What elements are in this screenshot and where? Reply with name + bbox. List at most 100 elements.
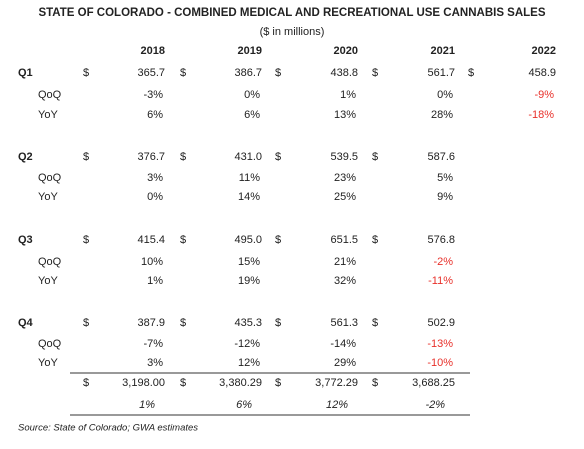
- sales-value: 539.5: [330, 151, 358, 163]
- sales-value: 458.9: [528, 67, 556, 79]
- currency: $: [372, 317, 378, 329]
- total-growth: 1%: [139, 399, 155, 411]
- total-growth: 12%: [326, 399, 348, 411]
- sales-value: 561.3: [330, 317, 358, 329]
- quarter-label: Q1: [18, 67, 33, 79]
- qoq-value: 21%: [334, 256, 356, 268]
- qoq-value: 3%: [147, 172, 163, 184]
- quarter-label: Q3: [18, 234, 33, 246]
- sales-value: 438.8: [330, 67, 358, 79]
- yoy-value: 13%: [334, 109, 356, 121]
- qoq-value: -3%: [143, 89, 163, 101]
- sales-value: 376.7: [137, 151, 165, 163]
- currency: $: [83, 234, 89, 246]
- qoq-value: 11%: [239, 172, 260, 184]
- yoy-label: YoY: [38, 109, 58, 121]
- title: STATE OF COLORADO - COMBINED MEDICAL AND…: [38, 7, 545, 19]
- yoy-value: 32%: [334, 275, 356, 287]
- total-value: 3,772.29: [315, 377, 358, 389]
- yoy-label: YoY: [38, 275, 58, 287]
- qoq-value: 0%: [244, 89, 260, 101]
- qoq-value: -9%: [534, 89, 554, 101]
- qoq-value: 5%: [437, 172, 453, 184]
- total-value: 3,198.00: [122, 377, 165, 389]
- yoy-label: YoY: [38, 357, 58, 369]
- yoy-value: 12%: [238, 357, 260, 369]
- yoy-value: 9%: [437, 191, 453, 203]
- column-header: 2022: [532, 45, 556, 57]
- qoq-label: QoQ: [38, 89, 62, 101]
- currency: $: [180, 377, 186, 389]
- column-header: 2019: [238, 45, 262, 57]
- yoy-value: 14%: [238, 191, 260, 203]
- qoq-label: QoQ: [38, 338, 62, 350]
- sales-value: 387.9: [137, 317, 165, 329]
- yoy-value: 29%: [334, 357, 356, 369]
- qoq-value: 15%: [238, 256, 260, 268]
- yoy-value: 6%: [147, 109, 163, 121]
- column-header: 2020: [334, 45, 358, 57]
- currency: $: [372, 377, 378, 389]
- qoq-value: 23%: [334, 172, 356, 184]
- yoy-value: 19%: [238, 275, 260, 287]
- qoq-value: -7%: [143, 338, 163, 350]
- currency: $: [83, 377, 89, 389]
- column-header: 2021: [431, 45, 455, 57]
- yoy-value: -10%: [427, 357, 453, 369]
- qoq-value: -12%: [234, 338, 260, 350]
- currency: $: [372, 67, 378, 79]
- sales-value: 495.0: [234, 234, 262, 246]
- sales-value: 651.5: [330, 234, 358, 246]
- currency: $: [275, 234, 281, 246]
- qoq-value: 0%: [437, 89, 453, 101]
- yoy-value: 3%: [147, 357, 163, 369]
- source: Source: State of Colorado; GWA estimates: [18, 423, 198, 434]
- column-header: 2018: [141, 45, 165, 57]
- quarter-label: Q4: [18, 317, 34, 329]
- currency: $: [180, 234, 186, 246]
- sales-value: 365.7: [137, 67, 165, 79]
- currency: $: [180, 67, 186, 79]
- yoy-value: 6%: [244, 109, 260, 121]
- sales-value: 502.9: [427, 317, 455, 329]
- subtitle: ($ in millions): [260, 26, 325, 38]
- total-growth: -2%: [425, 399, 445, 411]
- qoq-value: 1%: [340, 89, 356, 101]
- total-value: 3,380.29: [219, 377, 262, 389]
- currency: $: [180, 151, 186, 163]
- yoy-value: 28%: [431, 109, 453, 121]
- sales-value: 576.8: [427, 234, 455, 246]
- currency: $: [275, 377, 281, 389]
- yoy-label: YoY: [38, 191, 58, 203]
- qoq-label: QoQ: [38, 256, 62, 268]
- qoq-value: -14%: [330, 338, 356, 350]
- sales-value: 431.0: [234, 151, 262, 163]
- quarter-label: Q2: [18, 151, 33, 163]
- currency: $: [83, 317, 89, 329]
- currency: $: [372, 151, 378, 163]
- yoy-value: 1%: [147, 275, 163, 287]
- currency: $: [83, 67, 89, 79]
- sales-value: 415.4: [137, 234, 165, 246]
- yoy-value: 0%: [147, 191, 163, 203]
- yoy-value: -18%: [528, 109, 554, 121]
- currency: $: [372, 234, 378, 246]
- sales-value: 386.7: [234, 67, 262, 79]
- currency: $: [180, 317, 186, 329]
- currency: $: [275, 67, 281, 79]
- sales-value: 587.6: [427, 151, 455, 163]
- total-value: 3,688.25: [412, 377, 455, 389]
- currency: $: [83, 151, 89, 163]
- sales-value: 435.3: [234, 317, 262, 329]
- yoy-value: 25%: [334, 191, 356, 203]
- qoq-value: -13%: [427, 338, 453, 350]
- currency: $: [275, 151, 281, 163]
- total-growth: 6%: [236, 399, 252, 411]
- currency: $: [468, 67, 474, 79]
- sales-value: 561.7: [427, 67, 455, 79]
- qoq-value: 10%: [141, 256, 163, 268]
- yoy-value: -11%: [428, 275, 453, 287]
- currency: $: [275, 317, 281, 329]
